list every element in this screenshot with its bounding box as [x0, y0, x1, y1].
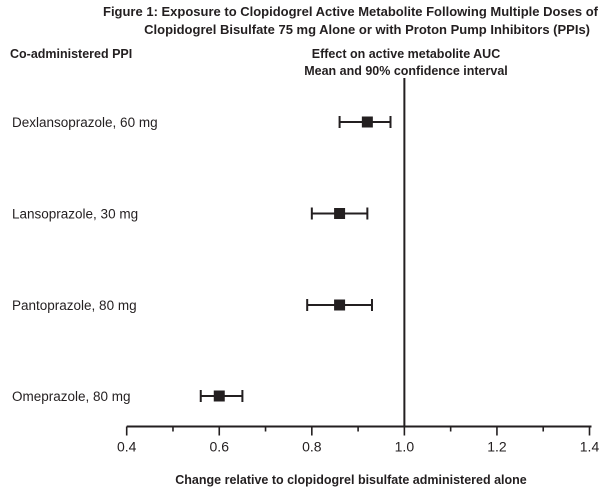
row-label: Pantoprazole, 80 mg — [12, 298, 137, 313]
chart-title-line1: Figure 1: Exposure to Clopidogrel Active… — [103, 4, 599, 19]
x-axis-label: Change relative to clopidogrel bisulfate… — [175, 473, 527, 487]
x-tick-label: 1.2 — [487, 439, 507, 455]
row-label: Omeprazole, 80 mg — [12, 389, 131, 404]
x-tick-label: 1.0 — [395, 439, 415, 455]
right-header-line1: Effect on active metabolite AUC — [312, 47, 500, 61]
chart-title-line2: Clopidogrel Bisulfate 75 mg Alone or wit… — [144, 22, 590, 37]
x-tick-label: 0.4 — [117, 439, 137, 455]
row-label: Dexlansoprazole, 60 mg — [12, 115, 158, 130]
left-column-header: Co-administered PPI — [10, 47, 132, 61]
x-tick-label: 0.6 — [210, 439, 230, 455]
row-label: Lansoprazole, 30 mg — [12, 207, 138, 222]
mean-marker — [361, 116, 373, 128]
forest-row: Pantoprazole, 80 mg — [12, 298, 373, 313]
right-header-line2: Mean and 90% confidence interval — [304, 64, 508, 78]
x-tick-label: 0.8 — [302, 439, 322, 455]
forest-row: Dexlansoprazole, 60 mg — [12, 115, 392, 130]
mean-marker — [334, 299, 346, 311]
forest-row: Lansoprazole, 30 mg — [12, 207, 369, 222]
forest-row: Omeprazole, 80 mg — [12, 389, 244, 404]
mean-marker — [334, 208, 346, 219]
x-tick-label: 1.4 — [580, 439, 600, 455]
mean-marker — [213, 390, 225, 402]
